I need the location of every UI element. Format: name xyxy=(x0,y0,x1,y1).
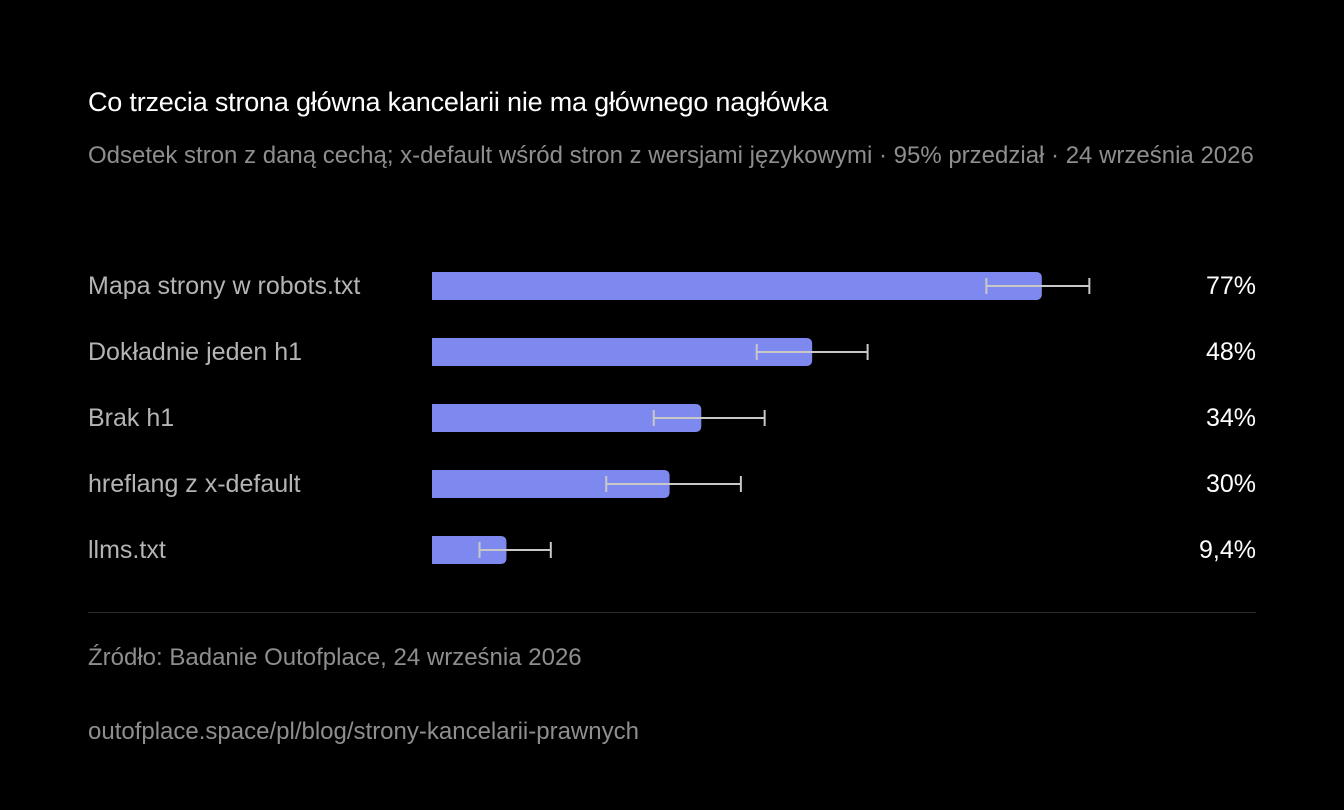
chart-subtitle: Odsetek stron z daną cechą; x-default wś… xyxy=(88,142,1254,169)
bar xyxy=(432,404,702,432)
divider xyxy=(88,612,1256,613)
category-label: Mapa strony w robots.txt xyxy=(88,272,361,300)
chart-title: Co trzecia strona główna kancelarii nie … xyxy=(88,87,828,117)
value-label: 77% xyxy=(1205,272,1256,300)
value-label: 34% xyxy=(1205,404,1256,432)
error-bar xyxy=(652,410,766,426)
category-label: Brak h1 xyxy=(88,404,175,432)
category-label: Dokładnie jeden h1 xyxy=(88,338,303,366)
bar xyxy=(432,536,507,564)
category-label: llms.txt xyxy=(88,536,166,564)
source-note: Źródło: Badanie Outofplace, 24 września … xyxy=(88,644,582,671)
value-label: 9,4% xyxy=(1199,536,1256,564)
bar xyxy=(432,470,670,498)
error-bar xyxy=(605,476,742,492)
value-label: 48% xyxy=(1205,338,1256,366)
error-bar xyxy=(755,344,869,360)
bar xyxy=(432,272,1042,300)
error-bar xyxy=(985,278,1091,294)
value-label: 30% xyxy=(1205,470,1256,498)
source-url[interactable]: outofplace.space/pl/blog/strony-kancelar… xyxy=(88,718,639,745)
bar xyxy=(432,338,813,366)
error-bar xyxy=(478,542,552,558)
category-label: hreflang z x-default xyxy=(88,470,301,498)
